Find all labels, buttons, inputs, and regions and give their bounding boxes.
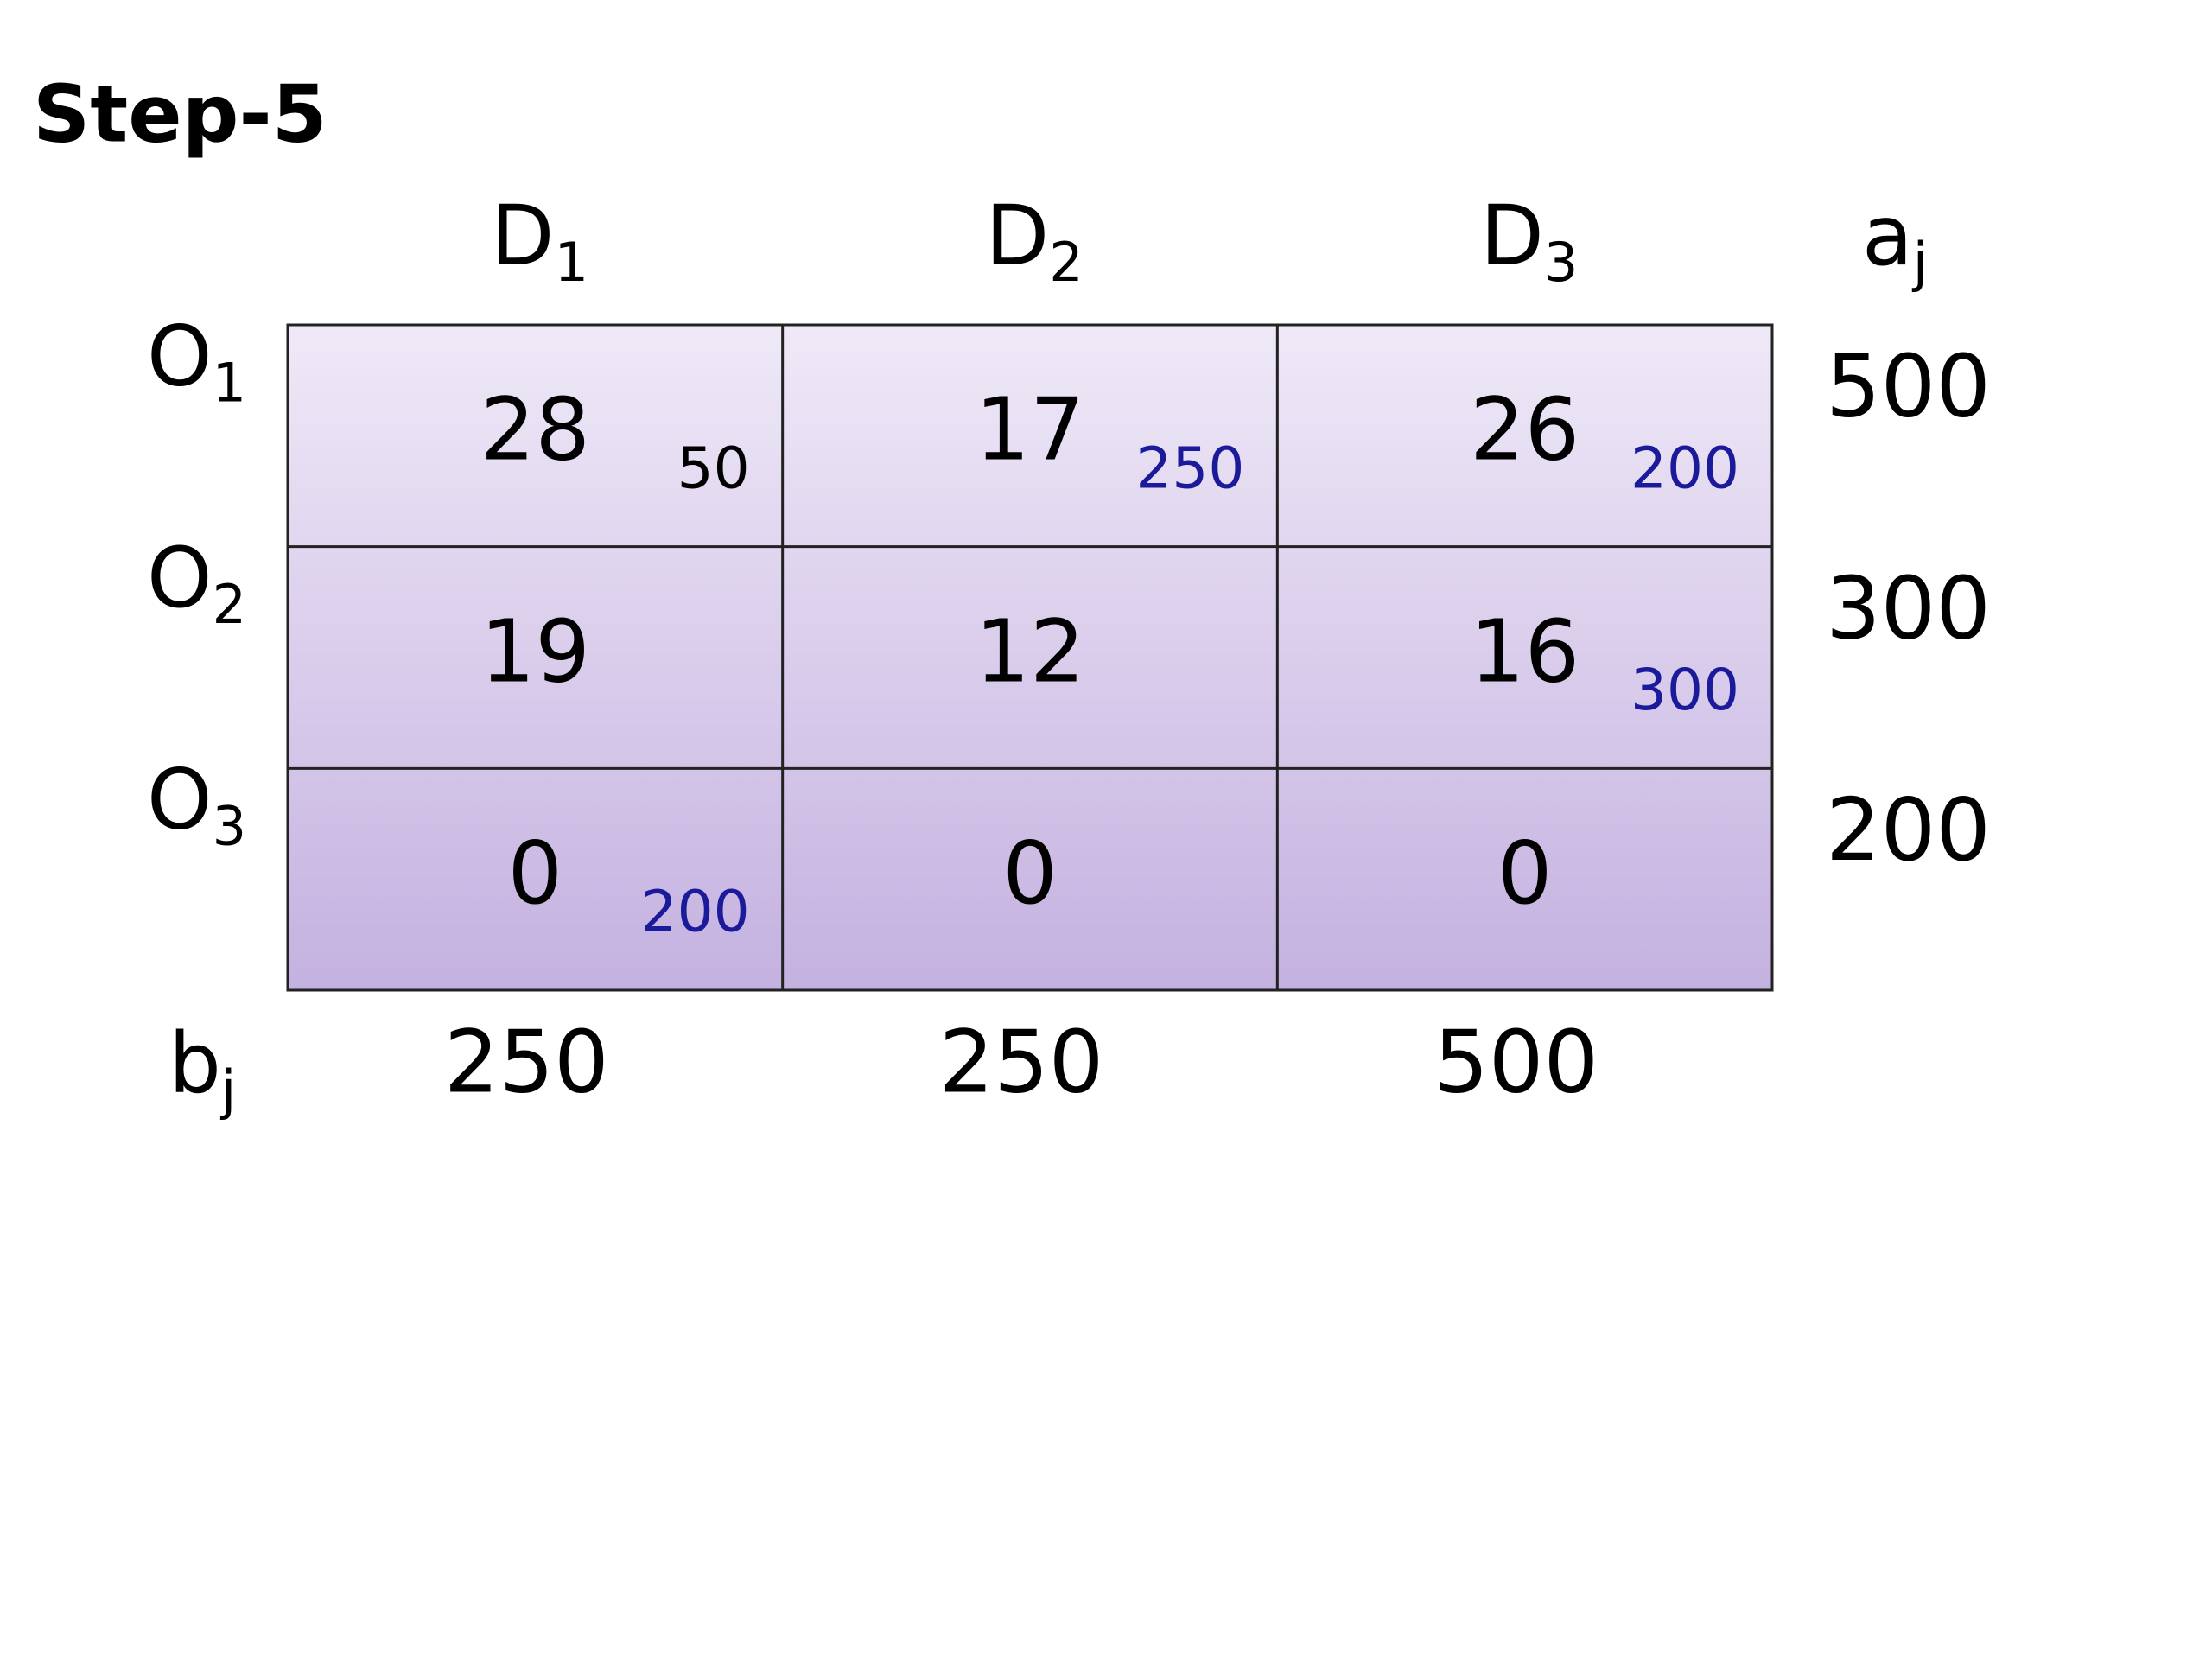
header-main: D [491, 188, 555, 284]
header-label: D3 [1480, 188, 1578, 294]
header-label: O1 [147, 308, 246, 415]
header-main: D [985, 188, 1049, 284]
cost-value: 0 [508, 823, 563, 924]
allocation-value: 300 [1630, 657, 1739, 723]
header-sub: 1 [555, 231, 588, 294]
header-sub: 2 [213, 573, 246, 636]
header-label: O2 [147, 530, 246, 636]
title: Step-5 [33, 67, 327, 160]
cost-value: 0 [1497, 823, 1553, 924]
header-sub: 3 [1544, 231, 1578, 294]
cost-value: 12 [975, 601, 1084, 702]
allocation-value: 200 [1630, 435, 1739, 501]
header-main: a [1862, 188, 1913, 284]
supply-value: 500 [1826, 336, 1991, 437]
header-label: O3 [147, 752, 246, 858]
demand-value: 250 [444, 1011, 609, 1112]
cost-value: 17 [975, 379, 1084, 480]
header-sub: j [219, 1058, 236, 1122]
allocation-value: 250 [1135, 435, 1244, 501]
allocation-value: 200 [641, 879, 750, 945]
header-label: bj [168, 1015, 236, 1122]
header-main: O [147, 752, 213, 849]
cost-value: 19 [480, 601, 590, 702]
cost-value: 0 [1002, 823, 1058, 924]
header-label: D2 [985, 188, 1083, 294]
header-main: O [147, 530, 213, 626]
demand-value: 500 [1433, 1011, 1599, 1112]
supply-value: 200 [1826, 779, 1991, 880]
demand-value: 250 [939, 1011, 1104, 1112]
header-sub: j [1911, 231, 1928, 294]
header-main: b [168, 1015, 221, 1112]
header-sub: 3 [213, 795, 246, 858]
cost-value: 16 [1470, 601, 1580, 702]
table-background [286, 323, 1774, 992]
header-sub: 2 [1049, 231, 1083, 294]
header-main: D [1480, 188, 1544, 284]
header-label: D1 [491, 188, 588, 294]
header-main: O [147, 308, 213, 405]
cost-value: 28 [480, 379, 590, 480]
allocation-value: 50 [677, 435, 750, 501]
header-sub: 1 [213, 351, 246, 414]
header-label: aj [1862, 188, 1928, 294]
supply-value: 300 [1826, 557, 1991, 658]
cost-value: 26 [1470, 379, 1580, 480]
